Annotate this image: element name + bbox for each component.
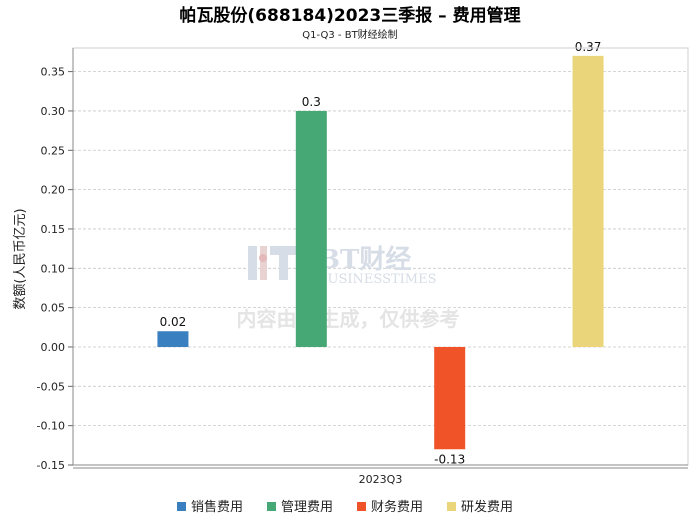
data-label: 0.02 [160,315,187,329]
legend-swatch [177,502,186,511]
y-tick-label: 0.30 [41,105,66,118]
data-label: 0.3 [302,95,321,109]
legend-item: 财务费用 [357,499,423,515]
data-label: 0.37 [575,40,602,54]
x-tick-label: 2023Q3 [359,473,403,486]
y-tick-label: -0.15 [37,459,65,472]
legend-label: 管理费用 [281,500,333,515]
watermark: BT财经 BUSINESSTIMES 内容由AI生成，仅供参考 [237,244,460,331]
y-tick-label: -0.10 [37,420,65,433]
chart-subtitle: Q1-Q3 - BT财经绘制 [302,28,397,41]
legend: 销售费用 管理费用 财务费用 研发费用 [177,499,513,515]
bar [434,346,466,450]
legend-item: 销售费用 [177,499,243,515]
data-label: -0.13 [434,452,465,466]
legend-swatch [357,502,366,511]
data-labels: 0.02 0.3 -0.13 0.37 [160,40,602,466]
bar [295,110,327,347]
bar [157,331,189,347]
bar [572,55,604,347]
axes: 0.35 0.30 0.25 0.20 0.15 0.10 0.05 0.00 -0.05 -0.… [37,47,689,486]
legend-item: 管理费用 [267,500,333,515]
legend-item: 研发费用 [447,499,513,515]
legend-label: 财务费用 [371,499,423,515]
watermark-brand: BT财经 [318,244,411,275]
legend-label: 销售费用 [191,499,243,515]
y-tick-label: 0.35 [41,66,66,79]
watermark-note: 内容由AI生成，仅供参考 [237,307,460,331]
y-tick-label: -0.05 [37,380,65,393]
y-tick-label: 0.25 [41,144,66,157]
legend-label: 研发费用 [461,499,513,515]
y-tick-label: 0.00 [41,341,66,354]
y-tick-label: 0.10 [41,262,66,275]
y-axis-label: 数额(人民币亿元) [13,208,28,309]
y-tick-label: 0.20 [41,184,66,197]
legend-swatch [267,502,276,511]
bars [157,55,604,450]
chart-title: 帕瓦股份(688184)2023三季报 – 费用管理 [179,5,520,26]
brand-logo-icon [248,246,298,280]
y-tick-label: 0.15 [41,223,66,236]
legend-swatch [447,502,456,511]
y-tick-label: 0.05 [41,302,66,315]
watermark-brand-sub: BUSINESSTIMES [318,272,437,287]
